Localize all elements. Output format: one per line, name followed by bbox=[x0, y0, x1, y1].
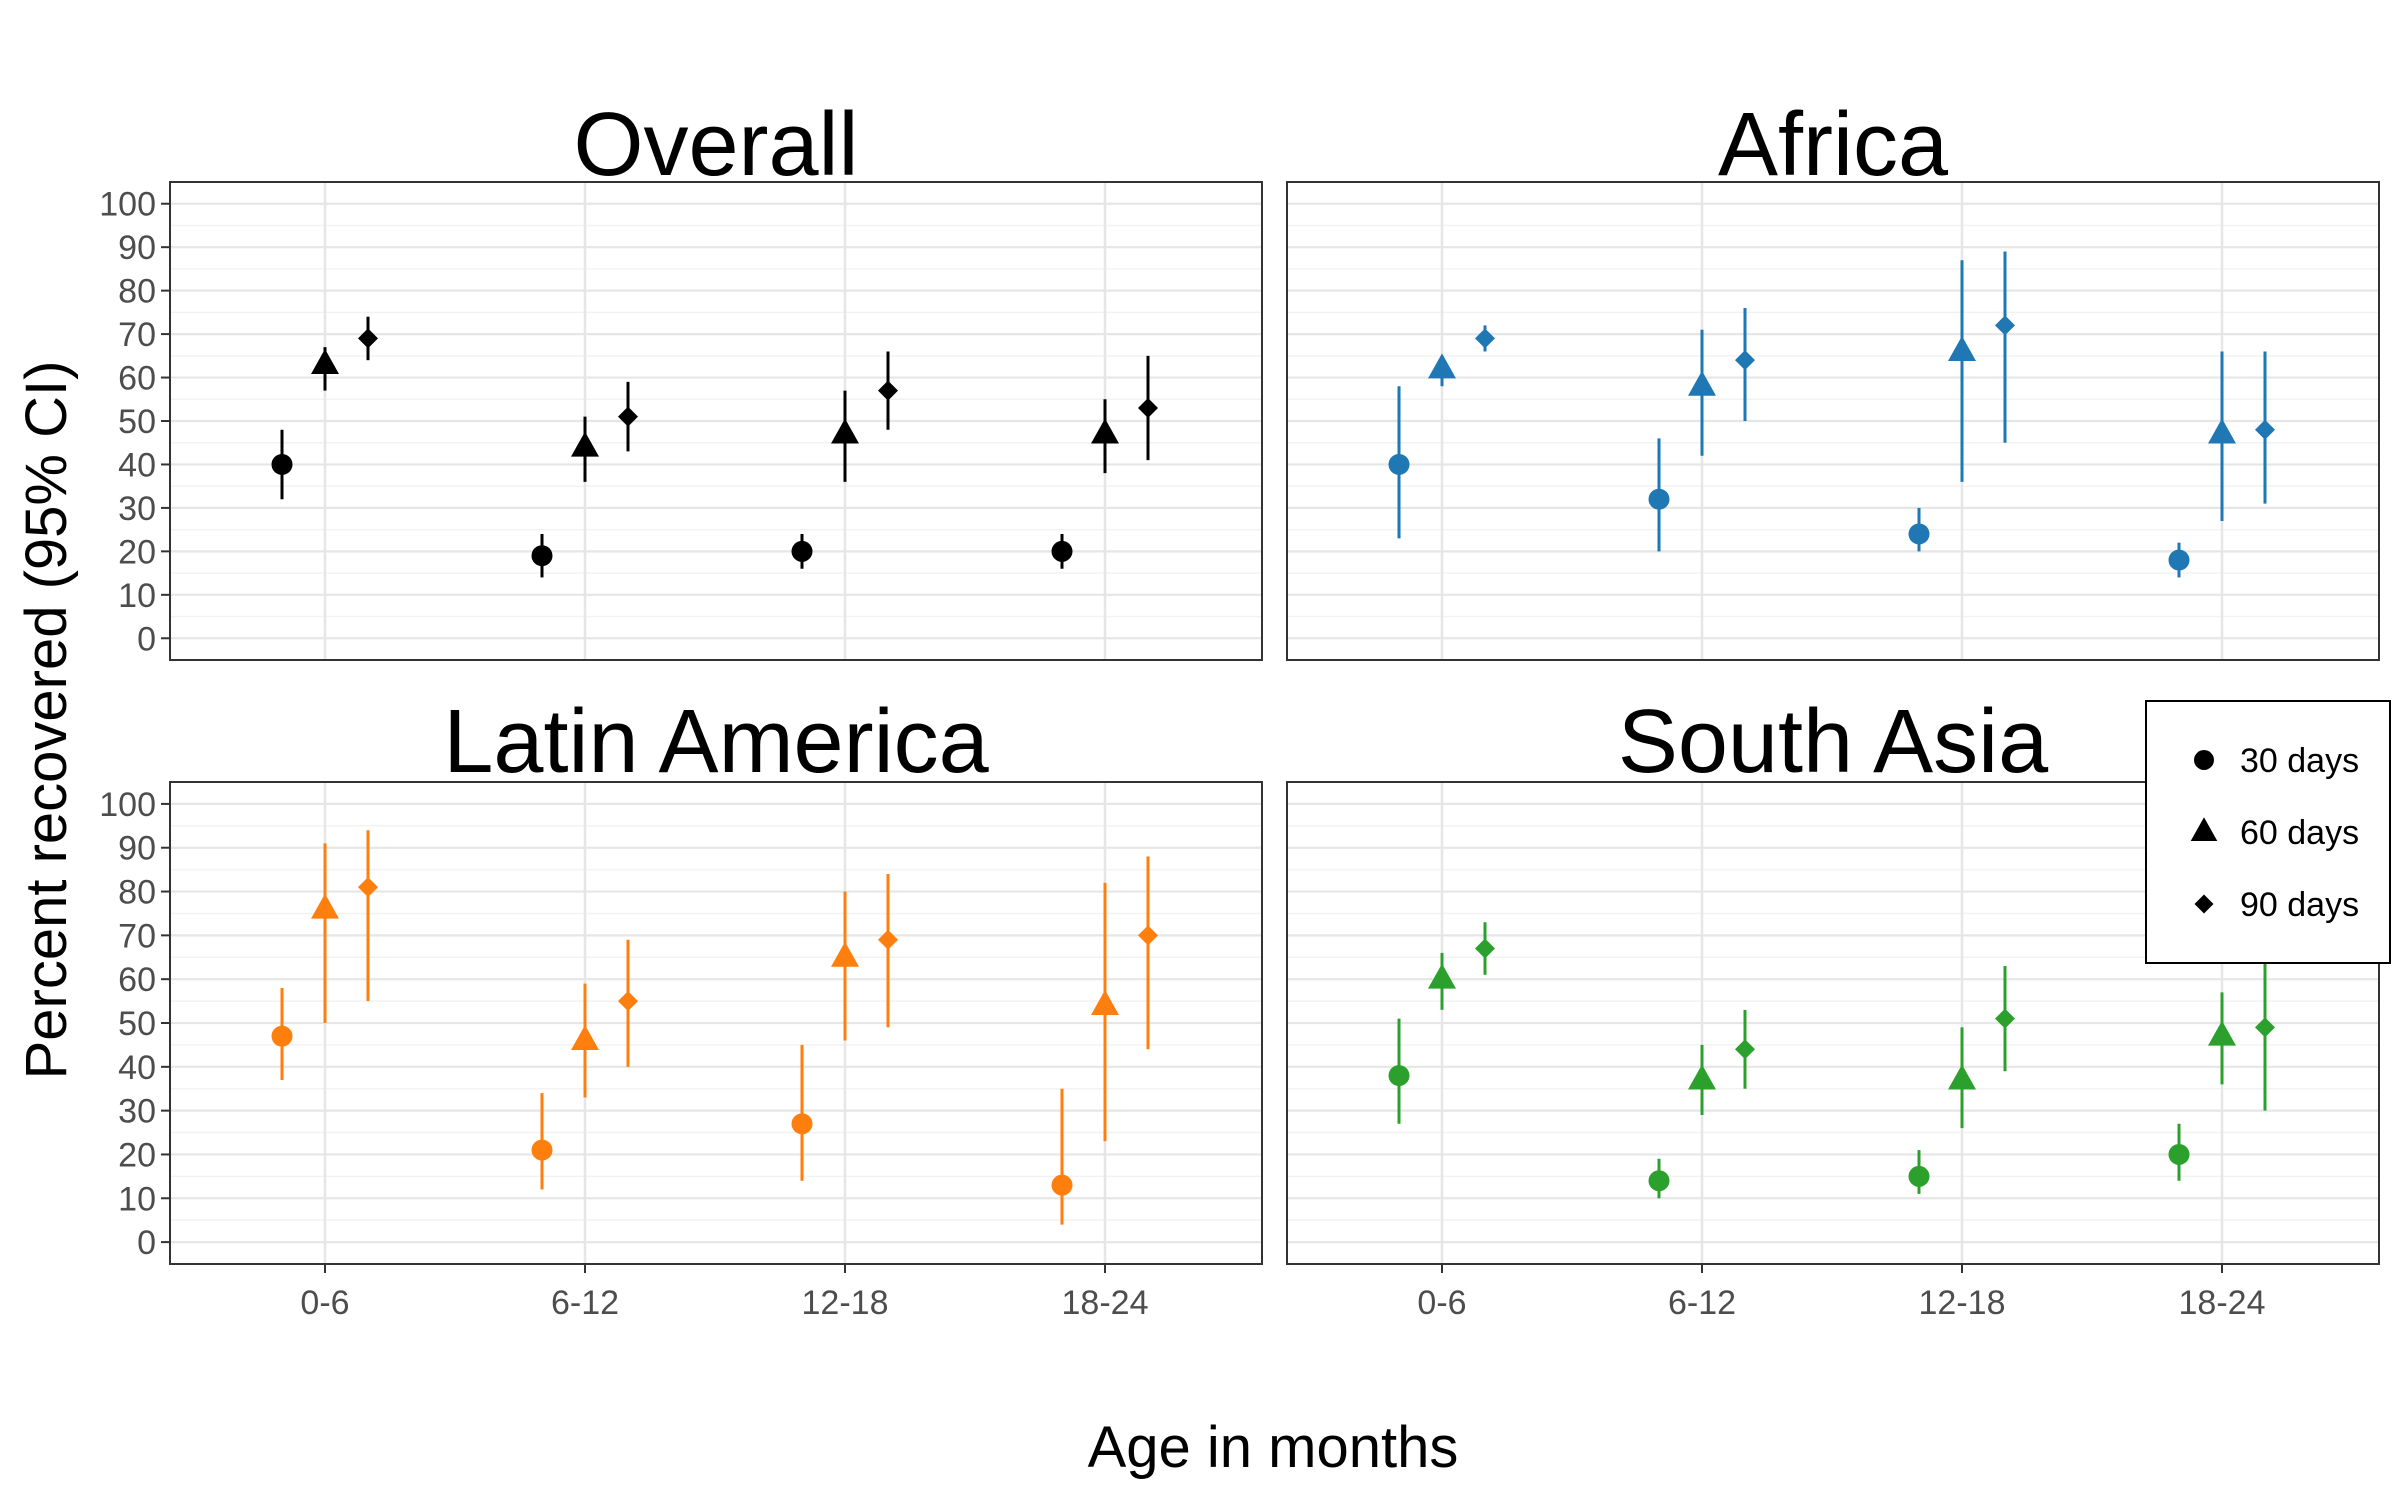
point-90-days-18-24 bbox=[2255, 419, 2275, 440]
y-tick-label: 70 bbox=[118, 917, 156, 955]
point-60-days-0-6 bbox=[1428, 353, 1456, 379]
point-60-days-6-12 bbox=[571, 1025, 599, 1051]
panel-title: Overall bbox=[573, 95, 858, 195]
point-90-days-0-6 bbox=[1475, 938, 1495, 959]
point-90-days-18-24 bbox=[1138, 397, 1158, 418]
y-axis-title: Percent recovered (95% CI) bbox=[14, 361, 79, 1080]
point-30-days-12-18 bbox=[1908, 1165, 1930, 1187]
y-tick-label: 30 bbox=[118, 1093, 156, 1131]
point-30-days-18-24 bbox=[2168, 1143, 2190, 1165]
point-30-days-0-6 bbox=[1388, 1065, 1410, 1087]
point-60-days-12-18 bbox=[1948, 335, 1976, 361]
point-90-days-6-12 bbox=[1735, 1039, 1755, 1060]
point-60-days-12-18 bbox=[831, 418, 859, 444]
point-90-days-0-6 bbox=[358, 877, 378, 898]
y-tick-label: 10 bbox=[118, 1180, 156, 1218]
point-30-days-18-24 bbox=[1051, 540, 1073, 562]
y-tick-label: 90 bbox=[118, 830, 156, 868]
y-tick-label: 40 bbox=[118, 446, 156, 484]
y-tick-label: 100 bbox=[99, 186, 156, 224]
point-30-days-6-12 bbox=[1648, 488, 1670, 510]
point-90-days-12-18 bbox=[878, 380, 898, 401]
point-60-days-18-24 bbox=[2208, 418, 2236, 444]
point-90-days-0-6 bbox=[358, 328, 378, 349]
point-90-days-0-6 bbox=[1475, 328, 1495, 349]
legend-box bbox=[2145, 700, 2391, 964]
point-30-days-0-6 bbox=[271, 453, 293, 475]
point-30-days-12-18 bbox=[1908, 523, 1930, 545]
x-tick-label: 12-18 bbox=[802, 1284, 889, 1322]
y-tick-label: 30 bbox=[118, 490, 156, 528]
point-30-days-6-12 bbox=[531, 1139, 553, 1161]
y-tick-label: 40 bbox=[118, 1049, 156, 1087]
point-60-days-0-6 bbox=[311, 893, 339, 919]
panel-overall: Overall 0 10 20 30 40 50 60 70 80 90 100 bbox=[99, 95, 1263, 661]
legend-key-60-days bbox=[2190, 817, 2218, 842]
y-tick-label: 80 bbox=[118, 273, 156, 311]
panel-border bbox=[1286, 181, 2380, 661]
point-90-days-12-18 bbox=[878, 929, 898, 950]
panel-latin-america: Latin America 0 10 20 30 40 50 60 70 80 90 100 0-6 6-… bbox=[99, 692, 1263, 1322]
point-90-days-6-12 bbox=[618, 406, 638, 427]
point-30-days-6-12 bbox=[1648, 1170, 1670, 1192]
x-tick-label: 12-18 bbox=[1919, 1284, 2006, 1322]
point-90-days-12-18 bbox=[1995, 315, 2015, 336]
point-30-days-12-18 bbox=[791, 540, 813, 562]
point-30-days-18-24 bbox=[1051, 1174, 1073, 1196]
legend-label-60-days: 60 days bbox=[2240, 814, 2359, 852]
y-tick-label: 60 bbox=[118, 961, 156, 999]
point-90-days-6-12 bbox=[1735, 350, 1755, 371]
panel-africa: Africa bbox=[1286, 95, 2380, 661]
x-tick-label: 6-12 bbox=[551, 1284, 619, 1322]
point-30-days-12-18 bbox=[791, 1113, 813, 1135]
x-tick-label: 0-6 bbox=[1417, 1284, 1466, 1322]
panel-title: South Asia bbox=[1618, 692, 2049, 792]
y-tick-label: 0 bbox=[137, 620, 156, 658]
y-tick-label: 10 bbox=[118, 577, 156, 615]
y-tick-label: 70 bbox=[118, 316, 156, 354]
legend-label-90-days: 90 days bbox=[2240, 886, 2359, 924]
point-60-days-6-12 bbox=[1688, 370, 1716, 396]
x-tick-label: 18-24 bbox=[1062, 1284, 1149, 1322]
point-30-days-0-6 bbox=[271, 1025, 293, 1047]
x-tick-label: 0-6 bbox=[300, 1284, 349, 1322]
point-90-days-18-24 bbox=[2255, 1017, 2275, 1038]
legend-key-90-days bbox=[2194, 894, 2214, 914]
point-60-days-12-18 bbox=[831, 941, 859, 967]
y-tick-label: 100 bbox=[99, 786, 156, 824]
point-60-days-18-24 bbox=[1091, 989, 1119, 1015]
point-90-days-6-12 bbox=[618, 991, 638, 1012]
y-tick-label: 0 bbox=[137, 1224, 156, 1262]
point-60-days-18-24 bbox=[2208, 1020, 2236, 1046]
point-30-days-0-6 bbox=[1388, 453, 1410, 475]
point-60-days-18-24 bbox=[1091, 418, 1119, 444]
point-60-days-12-18 bbox=[1948, 1064, 1976, 1090]
legend: 30 days 60 days 90 days bbox=[2145, 700, 2391, 964]
point-60-days-6-12 bbox=[1688, 1064, 1716, 1090]
y-tick-label: 50 bbox=[118, 403, 156, 441]
y-tick-label: 90 bbox=[118, 229, 156, 267]
y-tick-label: 60 bbox=[118, 360, 156, 398]
panel-border bbox=[1286, 781, 2380, 1265]
point-60-days-0-6 bbox=[1428, 963, 1456, 989]
point-90-days-18-24 bbox=[1138, 925, 1158, 946]
y-tick-label: 20 bbox=[118, 1136, 156, 1174]
y-tick-label: 50 bbox=[118, 1005, 156, 1043]
x-axis-title: Age in months bbox=[1088, 1415, 1459, 1480]
x-tick-label: 18-24 bbox=[2179, 1284, 2266, 1322]
point-90-days-12-18 bbox=[1995, 1008, 2015, 1029]
legend-key-30-days bbox=[2194, 750, 2214, 770]
y-tick-label: 20 bbox=[118, 533, 156, 571]
point-30-days-6-12 bbox=[531, 545, 553, 567]
y-tick-label: 80 bbox=[118, 874, 156, 912]
panel-title: Latin America bbox=[443, 692, 989, 792]
panel-title: Africa bbox=[1718, 95, 1949, 195]
point-60-days-0-6 bbox=[311, 349, 339, 375]
point-30-days-18-24 bbox=[2168, 549, 2190, 571]
legend-label-30-days: 30 days bbox=[2240, 742, 2359, 780]
point-60-days-6-12 bbox=[571, 431, 599, 457]
x-tick-label: 6-12 bbox=[1668, 1284, 1736, 1322]
